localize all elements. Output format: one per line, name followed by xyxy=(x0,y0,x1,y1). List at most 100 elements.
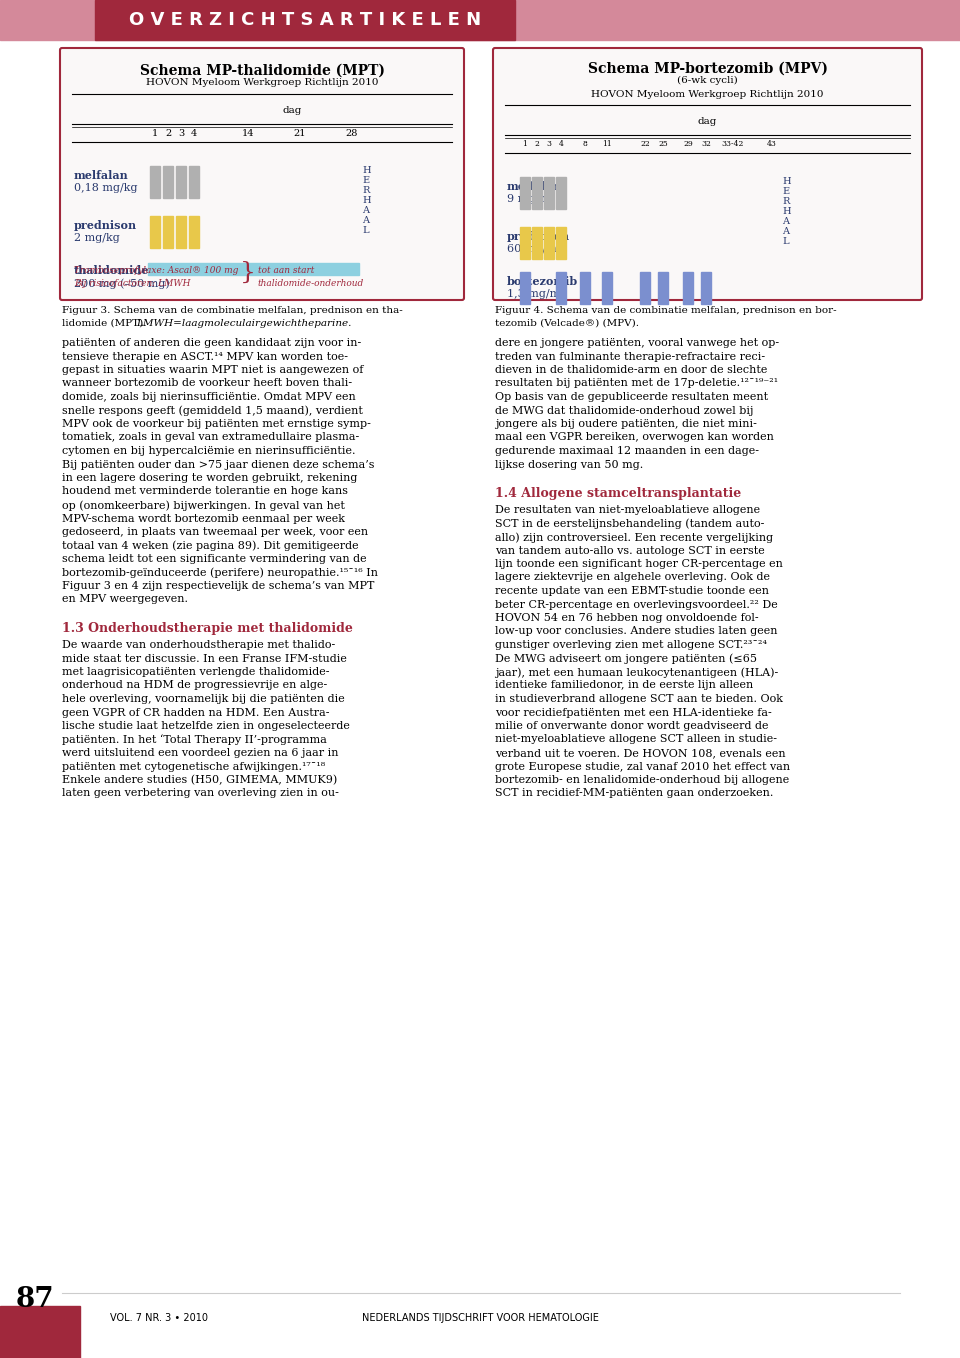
Text: tezomib (Velcade®) (MPV).: tezomib (Velcade®) (MPV). xyxy=(495,319,639,329)
Text: melfalan: melfalan xyxy=(507,181,562,191)
Bar xyxy=(580,272,590,304)
Text: prednison: prednison xyxy=(507,231,570,242)
Text: (6-wk cycli): (6-wk cycli) xyxy=(677,76,738,86)
Bar xyxy=(556,272,566,304)
Text: 87: 87 xyxy=(15,1286,55,1313)
Bar xyxy=(176,216,186,249)
Text: snelle respons geeft (gemiddeld 1,5 maand), verdient: snelle respons geeft (gemiddeld 1,5 maan… xyxy=(62,406,363,416)
Text: 21: 21 xyxy=(294,129,306,139)
Text: O V E R Z I C H T S A R T I K E L E N: O V E R Z I C H T S A R T I K E L E N xyxy=(129,11,481,29)
Text: 4: 4 xyxy=(559,140,564,148)
Text: op (onomkeerbare) bijwerkingen. In geval van het: op (onomkeerbare) bijwerkingen. In geval… xyxy=(62,500,345,511)
Bar xyxy=(0,0,960,39)
Bar xyxy=(0,1306,80,1358)
Text: milie of onverwante donor wordt geadviseerd de: milie of onverwante donor wordt geadvise… xyxy=(495,721,769,731)
Text: niet-myeloablatieve allogene SCT alleen in studie-: niet-myeloablatieve allogene SCT alleen … xyxy=(495,735,777,744)
Text: LMWH=laagmoleculairgewichtheparine.: LMWH=laagmoleculairgewichtheparine. xyxy=(136,319,351,329)
Text: Enkele andere studies (H50, GIMEMA, MMUK9): Enkele andere studies (H50, GIMEMA, MMUK… xyxy=(62,775,337,785)
Text: 3: 3 xyxy=(546,140,551,148)
Text: domide, zoals bij nierinsufficiëntie. Omdat MPV een: domide, zoals bij nierinsufficiëntie. Om… xyxy=(62,392,356,402)
Bar xyxy=(544,227,554,259)
Text: MPV ook de voorkeur bij patiënten met ernstige symp-: MPV ook de voorkeur bij patiënten met er… xyxy=(62,420,371,429)
Text: resultaten bij patiënten met de 17p-deletie.¹²ˉ¹⁹⁻²¹: resultaten bij patiënten met de 17p-dele… xyxy=(495,379,779,388)
Text: 1.3 Onderhoudstherapie met thalidomide: 1.3 Onderhoudstherapie met thalidomide xyxy=(62,622,353,636)
Text: SCT in recidief-MM-patiënten gaan onderzoeken.: SCT in recidief-MM-patiënten gaan onderz… xyxy=(495,789,774,799)
Bar xyxy=(163,166,173,198)
Text: 1: 1 xyxy=(522,140,527,148)
Text: gunstiger overleving zien met allogene SCT.²³ˉ²⁴: gunstiger overleving zien met allogene S… xyxy=(495,640,767,650)
Text: Schema MP-bortezomib (MPV): Schema MP-bortezomib (MPV) xyxy=(588,62,828,76)
Text: hele overleving, voornamelijk bij die patiënten die: hele overleving, voornamelijk bij die pa… xyxy=(62,694,345,703)
Text: verband uit te voeren. De HOVON 108, evenals een: verband uit te voeren. De HOVON 108, eve… xyxy=(495,748,785,758)
Text: met laagrisicopatiënten verlengde thalidomide-: met laagrisicopatiënten verlengde thalid… xyxy=(62,667,329,678)
Text: VOL. 7 NR. 3 • 2010: VOL. 7 NR. 3 • 2010 xyxy=(110,1313,208,1323)
Text: 11: 11 xyxy=(602,140,612,148)
Bar xyxy=(189,216,199,249)
Text: dag: dag xyxy=(698,117,717,126)
Text: en MPV weergegeven.: en MPV weergegeven. xyxy=(62,595,188,604)
Text: 14: 14 xyxy=(242,129,254,139)
Bar xyxy=(148,263,359,276)
Text: Figuur 3. Schema van de combinatie melfalan, prednison en tha-: Figuur 3. Schema van de combinatie melfa… xyxy=(62,306,403,315)
Text: melfalan: melfalan xyxy=(74,170,129,181)
Text: Op basis van de gepubliceerde resultaten meent: Op basis van de gepubliceerde resultaten… xyxy=(495,392,768,402)
Text: bortezomib-geïnduceerde (perifere) neuropathie.¹⁵ˉ¹⁶ In: bortezomib-geïnduceerde (perifere) neuro… xyxy=(62,568,378,579)
Bar xyxy=(163,216,173,249)
Bar xyxy=(556,227,566,259)
Text: recente update van een EBMT-studie toonde een: recente update van een EBMT-studie toond… xyxy=(495,587,769,596)
Text: De resultaten van niet-myeloablatieve allogene: De resultaten van niet-myeloablatieve al… xyxy=(495,505,760,515)
Text: Bij patiënten ouder dan >75 jaar dienen deze schema’s: Bij patiënten ouder dan >75 jaar dienen … xyxy=(62,459,374,470)
Text: Figuur 4. Schema van de combinatie melfalan, prednison en bor-: Figuur 4. Schema van de combinatie melfa… xyxy=(495,306,836,315)
Text: tomatiek, zoals in geval van extramedullaire plasma-: tomatiek, zoals in geval van extramedull… xyxy=(62,432,359,443)
Text: 28: 28 xyxy=(346,129,358,139)
Text: 2 mg/kg: 2 mg/kg xyxy=(74,234,120,243)
Text: 0,18 mg/kg: 0,18 mg/kg xyxy=(74,183,137,193)
Text: cytomen en bij hypercalciëmie en nierinsufficiëntie.: cytomen en bij hypercalciëmie en nierins… xyxy=(62,445,355,456)
Text: thalidomide: thalidomide xyxy=(74,265,150,276)
Text: in studieverbrand allogene SCT aan te bieden. Ook: in studieverbrand allogene SCT aan te bi… xyxy=(495,694,783,703)
Text: dieven in de thalidomide-arm en door de slechte: dieven in de thalidomide-arm en door de … xyxy=(495,365,767,375)
Text: patiënten met cytogenetische afwijkingen.¹⁷ˉ¹⁸: patiënten met cytogenetische afwijkingen… xyxy=(62,762,325,771)
Text: bortezomib: bortezomib xyxy=(507,276,578,287)
Text: lidomide (MPT).: lidomide (MPT). xyxy=(62,319,150,329)
Bar xyxy=(150,166,160,198)
Text: MPV-schema wordt bortezomib eenmaal per week: MPV-schema wordt bortezomib eenmaal per … xyxy=(62,513,345,523)
Text: wanneer bortezomib de voorkeur heeft boven thali-: wanneer bortezomib de voorkeur heeft bov… xyxy=(62,379,352,388)
Bar xyxy=(532,177,542,209)
Text: 1.4 Allogene stamceltransplantatie: 1.4 Allogene stamceltransplantatie xyxy=(495,488,741,500)
Text: geen VGPR of CR hadden na HDM. Een Austra-: geen VGPR of CR hadden na HDM. Een Austr… xyxy=(62,708,329,717)
Bar xyxy=(602,272,612,304)
Text: patiënten of anderen die geen kandidaat zijn voor in-: patiënten of anderen die geen kandidaat … xyxy=(62,338,361,348)
Text: bortezomib- en lenalidomide-onderhoud bij allogene: bortezomib- en lenalidomide-onderhoud bi… xyxy=(495,775,789,785)
Text: houdend met verminderde tolerantie en hoge kans: houdend met verminderde tolerantie en ho… xyxy=(62,486,348,497)
Text: voor recidiefpatiënten met een HLA-identieke fa-: voor recidiefpatiënten met een HLA-ident… xyxy=(495,708,772,717)
Bar xyxy=(520,177,530,209)
Bar xyxy=(556,177,566,209)
Bar xyxy=(701,272,711,304)
Text: gedoseerd, in plaats van tweemaal per week, voor een: gedoseerd, in plaats van tweemaal per we… xyxy=(62,527,368,536)
Text: Tromboseprofylaxe: Ascal® 100 mg: Tromboseprofylaxe: Ascal® 100 mg xyxy=(74,266,238,276)
Text: lijkse dosering van 50 mg.: lijkse dosering van 50 mg. xyxy=(495,459,643,470)
Text: }: } xyxy=(240,261,256,284)
Text: 2: 2 xyxy=(165,129,171,139)
Text: HOVON 54 en 76 hebben nog onvoldoende fol-: HOVON 54 en 76 hebben nog onvoldoende fo… xyxy=(495,612,758,623)
Text: De MWG adviseert om jongere patiënten (≤65: De MWG adviseert om jongere patiënten (≤… xyxy=(495,653,757,664)
Text: gepast in situaties waarin MPT niet is aangewezen of: gepast in situaties waarin MPT niet is a… xyxy=(62,365,364,375)
Text: De waarde van onderhoudstherapie met thalido-: De waarde van onderhoudstherapie met tha… xyxy=(62,640,335,650)
Text: 43: 43 xyxy=(767,140,777,148)
Bar xyxy=(95,0,515,39)
Text: onderhoud na HDM de progressievrije en alge-: onderhoud na HDM de progressievrije en a… xyxy=(62,680,327,690)
Text: grote Europese studie, zal vanaf 2010 het effect van: grote Europese studie, zal vanaf 2010 he… xyxy=(495,762,790,771)
Text: 29: 29 xyxy=(684,140,693,148)
Text: Schema MP-thalidomide (MPT): Schema MP-thalidomide (MPT) xyxy=(139,64,385,77)
Text: lische studie laat hetzelfde zien in ongeselecteerde: lische studie laat hetzelfde zien in ong… xyxy=(62,721,349,731)
Text: in een lagere dosering te worden gebruikt, rekening: in een lagere dosering te worden gebruik… xyxy=(62,473,357,483)
Text: beter CR-percentage en overlevingsvoordeel.²² De: beter CR-percentage en overlevingsvoorde… xyxy=(495,599,778,610)
Text: thalidomide-onderhoud: thalidomide-onderhoud xyxy=(258,278,364,288)
Text: 33-42: 33-42 xyxy=(722,140,744,148)
Text: 25: 25 xyxy=(659,140,668,148)
Text: NEDERLANDS TIJDSCHRIFT VOOR HEMATOLOGIE: NEDERLANDS TIJDSCHRIFT VOOR HEMATOLOGIE xyxy=(362,1313,598,1323)
Bar xyxy=(640,272,650,304)
FancyBboxPatch shape xyxy=(493,48,922,300)
Text: tensieve therapie en ASCT.¹⁴ MPV kan worden toe-: tensieve therapie en ASCT.¹⁴ MPV kan wor… xyxy=(62,352,348,361)
